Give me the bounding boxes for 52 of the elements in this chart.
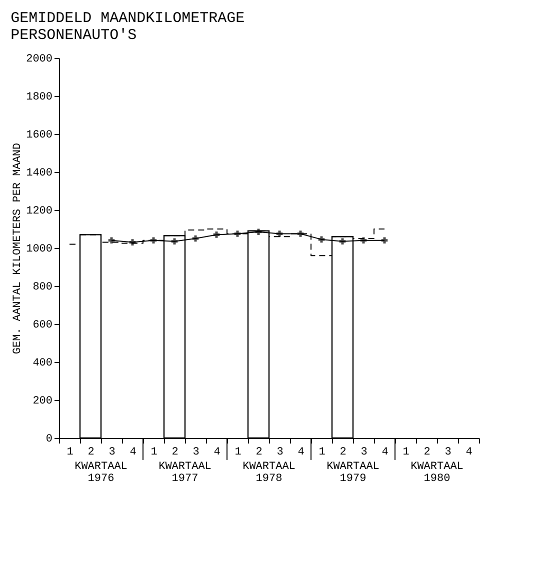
y-tick-label: 200 — [32, 396, 52, 408]
point — [318, 236, 325, 243]
y-tick-label: 1200 — [26, 206, 52, 218]
text: KWARTAAL 1979 — [326, 461, 380, 485]
point — [381, 237, 388, 244]
x-tick-label: 2 — [172, 446, 178, 458]
point — [276, 230, 283, 237]
point — [360, 237, 367, 244]
x-tick-label: 4 — [382, 446, 389, 458]
y-tick-label: 1600 — [26, 130, 52, 142]
x-tick-label: 2 — [256, 446, 262, 458]
point — [213, 232, 220, 238]
point — [297, 230, 304, 237]
x-tick-label: 4 — [214, 446, 221, 458]
x-tick-label: 3 — [276, 446, 284, 458]
point — [339, 238, 346, 245]
point — [171, 238, 178, 245]
x-tick-label: 1 — [318, 446, 326, 458]
text: KWARTAAL 1978 — [242, 461, 296, 485]
y-tick-label: 600 — [32, 320, 52, 332]
point — [129, 239, 136, 246]
y-tick-label: 1800 — [26, 92, 52, 104]
y-tick-label: 400 — [32, 358, 52, 370]
x-tick-label: 4 — [298, 446, 305, 458]
x-tick-label: 2 — [424, 446, 430, 458]
x-tick-label: 3 — [444, 446, 452, 458]
point — [150, 237, 157, 244]
y-axis-title: GEM. AANTAL KILOMETERS PER MAAND — [12, 142, 24, 354]
x-tick-label: 3 — [192, 446, 200, 458]
y-tick-label: 1000 — [26, 244, 52, 256]
x-tick-label: 1 — [402, 446, 410, 458]
y-tick-label: 1400 — [26, 168, 52, 180]
text: KWARTAAL 1977 — [158, 461, 212, 485]
point — [234, 230, 241, 237]
x-tick-label: 1 — [66, 446, 74, 458]
x-tick-label: 4 — [466, 446, 473, 458]
x-tick-label: 1 — [150, 446, 158, 458]
y-tick-label: 800 — [32, 282, 52, 294]
y-tick-label: 2000 — [26, 54, 52, 66]
x-tick-label: 4 — [130, 446, 137, 458]
point — [192, 235, 199, 242]
x-tick-label: 2 — [88, 446, 94, 458]
point — [108, 237, 115, 244]
y-tick-label: 0 — [46, 434, 52, 446]
x-tick-label: 1 — [234, 446, 242, 458]
x-tick-label: 3 — [360, 446, 368, 458]
point — [255, 228, 262, 236]
x-tick-label: 2 — [340, 446, 346, 458]
text: KWARTAAL 1980 — [410, 461, 464, 485]
text: KWARTAAL 1976 — [74, 461, 128, 485]
chart-title: GEMIDDELD MAANDKILOMETRAGE PERSONENAUTO'S — [10, 10, 245, 44]
x-tick-label: 3 — [108, 446, 116, 458]
